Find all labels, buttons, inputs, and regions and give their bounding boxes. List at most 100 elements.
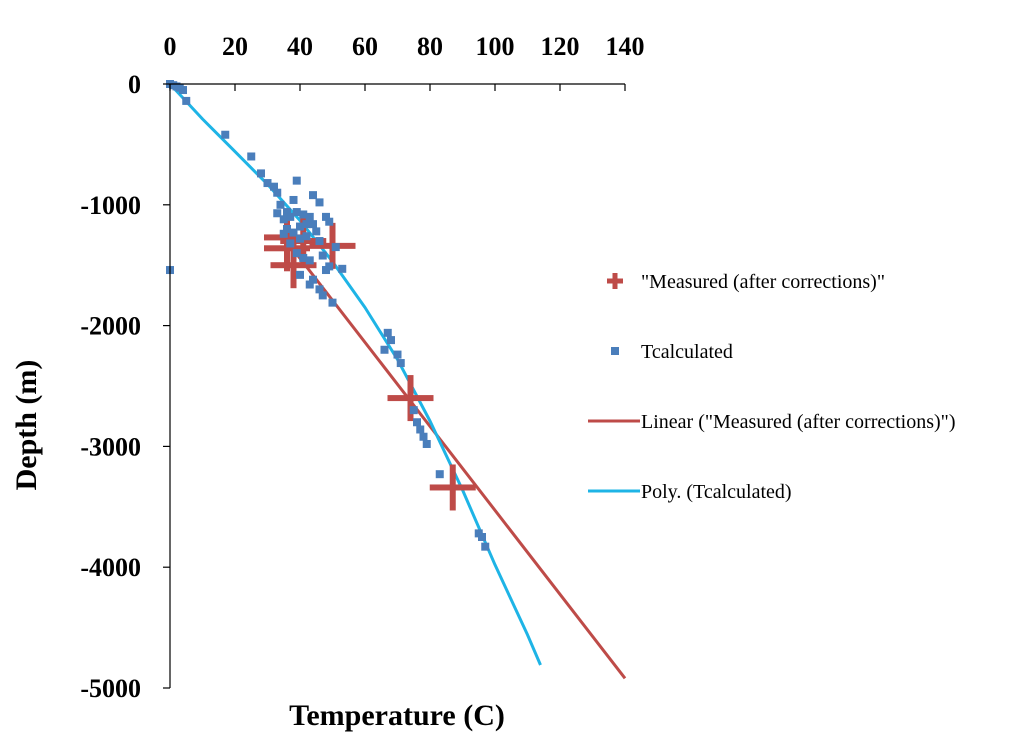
tcalculated-point bbox=[305, 212, 314, 221]
x-tick-label: 0 bbox=[164, 32, 177, 61]
tcalculated-point bbox=[328, 298, 337, 307]
legend-measured: "Measured (after corrections)" bbox=[607, 271, 885, 293]
axes bbox=[163, 83, 626, 689]
tcalculated-point bbox=[273, 188, 282, 197]
legend-label: Linear ("Measured (after corrections)") bbox=[641, 411, 956, 433]
tcalculated-point bbox=[309, 275, 317, 284]
measured-cross-v bbox=[290, 242, 297, 289]
y-tick-label: -5000 bbox=[80, 674, 141, 703]
x-tick-label: 80 bbox=[417, 32, 443, 61]
tcalculated-point bbox=[380, 345, 389, 354]
legend-cross-icon-v bbox=[612, 273, 618, 289]
y-tick-label: -2000 bbox=[80, 312, 141, 341]
x-tick-label: 100 bbox=[476, 32, 515, 61]
tcalculated-point bbox=[263, 179, 272, 188]
tcalculated-point bbox=[283, 208, 291, 217]
tcalculated-point bbox=[247, 152, 256, 161]
tcalculated-point bbox=[292, 208, 301, 217]
tcalculated-point bbox=[312, 227, 321, 236]
tcalculated-point bbox=[435, 470, 444, 479]
tcalculated-point bbox=[305, 256, 314, 265]
y-tick-label: 0 bbox=[128, 70, 141, 99]
tcalculated-point bbox=[393, 350, 402, 359]
tcalculated-point bbox=[322, 266, 330, 275]
tcalculated-point bbox=[279, 215, 288, 224]
tcalculated-point bbox=[302, 232, 311, 241]
measured-point bbox=[429, 464, 476, 511]
tcalculated-point bbox=[283, 224, 291, 233]
tcalculated-point bbox=[296, 234, 304, 243]
measured-point bbox=[264, 225, 310, 272]
tcalculated-point bbox=[416, 425, 425, 434]
measured-cross-v bbox=[407, 375, 414, 422]
legend-label: Tcalculated bbox=[641, 341, 733, 363]
tcalculated-point bbox=[413, 418, 421, 427]
trendline-layer bbox=[168, 82, 627, 680]
x-tick-label: 40 bbox=[287, 32, 313, 61]
x-tick-label: 20 bbox=[222, 32, 248, 61]
tcalculated-point bbox=[276, 200, 285, 209]
tcalculated-point bbox=[318, 291, 327, 300]
tcalculated-point bbox=[331, 243, 340, 252]
linear-trendline bbox=[282, 236, 627, 680]
tcalculated-point bbox=[302, 220, 311, 229]
tcalculated-point bbox=[286, 239, 295, 248]
x-axis-title: Temperature (C) bbox=[289, 699, 505, 732]
tcalculated-point bbox=[396, 359, 405, 368]
y-tick-label: -4000 bbox=[80, 553, 141, 582]
tcalculated-point bbox=[286, 212, 295, 221]
x-tick-label: 60 bbox=[352, 32, 378, 61]
tcalculated-point bbox=[305, 280, 314, 289]
tcalculated-point bbox=[478, 533, 486, 541]
y-tick-label: -1000 bbox=[80, 191, 141, 220]
y-tick-label: -3000 bbox=[80, 432, 141, 461]
tcalculated-point bbox=[338, 264, 347, 273]
measured-cross-v bbox=[284, 225, 290, 272]
tcalculated-point bbox=[179, 86, 187, 95]
tcalculated-point bbox=[309, 191, 317, 200]
poly-trendline bbox=[168, 82, 542, 666]
tcalculated-point bbox=[419, 432, 428, 441]
tcalculated-point bbox=[299, 210, 308, 219]
x-tick-label: 140 bbox=[606, 32, 645, 61]
tcalculated-point bbox=[182, 96, 191, 105]
legend-label: "Measured (after corrections)" bbox=[641, 271, 885, 293]
tcalculated-point bbox=[481, 542, 490, 551]
tcalculated-point bbox=[270, 182, 278, 191]
tcalculated-point bbox=[318, 251, 327, 260]
x-tick-label: 120 bbox=[541, 32, 580, 61]
y-axis-title: Depth (m) bbox=[10, 360, 43, 491]
tcalculated-point bbox=[296, 222, 304, 231]
tcalculated-point bbox=[257, 169, 265, 178]
tcalculated-point bbox=[422, 439, 431, 448]
tcalculated-point bbox=[279, 229, 288, 238]
tcalculated-point bbox=[299, 253, 308, 262]
marker-layer bbox=[166, 80, 490, 551]
tcalculated-point bbox=[409, 406, 418, 415]
tcalculated-point bbox=[292, 249, 301, 258]
legend-tcalculated: Tcalculated bbox=[611, 341, 733, 363]
tick-labels: 0 20 40 60 80 100 120 140 0 -1000 -2000 -3000 -4000 -… bbox=[80, 32, 644, 703]
tcalculated-point bbox=[296, 270, 304, 279]
tcalculated-point bbox=[221, 130, 230, 139]
tcalculated-point bbox=[315, 285, 324, 294]
tcalculated-point bbox=[273, 209, 282, 218]
measured-point bbox=[387, 375, 434, 422]
tcalculated-point bbox=[315, 237, 324, 246]
legend-poly: Poly. (Tcalculated) bbox=[588, 481, 792, 503]
legend-linear: Linear ("Measured (after corrections)") bbox=[588, 411, 956, 433]
tcalculated-point bbox=[292, 176, 301, 185]
tcalculated-point bbox=[325, 217, 334, 226]
legend-square-icon bbox=[611, 347, 619, 355]
tcalculated-point bbox=[315, 198, 324, 207]
tcalculated-point bbox=[322, 212, 330, 221]
tcalculated-point bbox=[289, 228, 298, 237]
legend: "Measured (after corrections)" Tcalculate… bbox=[588, 271, 956, 503]
measured-point bbox=[270, 242, 317, 289]
tcalculated-point bbox=[383, 328, 392, 337]
tcalculated-point bbox=[387, 336, 395, 345]
measured-cross-v bbox=[449, 464, 456, 511]
tcalculated-point bbox=[309, 220, 317, 229]
tcalculated-point bbox=[289, 195, 298, 204]
